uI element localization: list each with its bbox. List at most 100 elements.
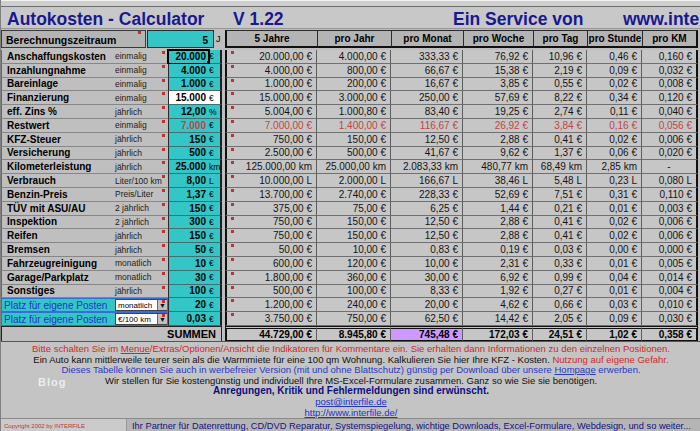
data-cell[interactable]: 0,006 €	[642, 229, 698, 243]
data-cell[interactable]: 1.200,00 €	[225, 298, 317, 312]
data-cell[interactable]: 0,03 €	[533, 243, 587, 257]
data-cell[interactable]: 83,40 €	[391, 105, 463, 119]
data-cell[interactable]: 2,31 €	[463, 257, 533, 271]
data-cell[interactable]: 2,88 €	[463, 216, 533, 230]
data-cell[interactable]: 0,056 €	[642, 119, 698, 133]
data-cell[interactable]: 38,46 L	[463, 174, 533, 188]
data-cell[interactable]: 750,00 €	[225, 133, 317, 147]
summen-cell[interactable]: 172,03 €	[463, 326, 533, 342]
footer-link[interactable]: post@interfile.de	[315, 396, 386, 407]
data-cell[interactable]: 100,00 €	[317, 285, 391, 299]
input-cell[interactable]: 7.000	[168, 119, 209, 133]
data-cell[interactable]: 0,032 €	[642, 64, 698, 78]
column-header-3[interactable]: pro Monat	[391, 30, 463, 48]
input-cell[interactable]: 0,03	[168, 312, 209, 326]
data-cell[interactable]: 13.700,00 €	[225, 188, 317, 202]
data-cell[interactable]: 12,50 €	[391, 229, 463, 243]
data-cell[interactable]: 150,00 €	[317, 133, 391, 147]
frequency-dropdown[interactable]: monatlich▼	[115, 299, 168, 311]
data-cell[interactable]: 75,00 €	[317, 202, 391, 216]
input-cell[interactable]: 10	[168, 257, 209, 271]
data-cell[interactable]: -	[642, 160, 698, 174]
row-label-cell[interactable]: Anschaffungskosteneinmalig	[1, 50, 168, 64]
data-cell[interactable]: 0,19 €	[463, 243, 533, 257]
data-cell[interactable]: 0,000 €	[642, 243, 698, 257]
data-cell[interactable]: 0,004 €	[642, 285, 698, 299]
data-cell[interactable]: 0,040 €	[642, 105, 698, 119]
row-label-cell[interactable]: VerbrauchLiter/100 km	[1, 174, 168, 188]
row-label-cell[interactable]: KFZ-Steuerjährlich	[1, 133, 168, 147]
data-cell[interactable]: 0,23 L	[587, 174, 642, 188]
row-label-cell[interactable]: Platz für eigene Posten€/100 km▼	[1, 312, 168, 326]
data-cell[interactable]: 7,51 €	[533, 188, 587, 202]
data-cell[interactable]: 5.004,00 €	[225, 105, 317, 119]
data-cell[interactable]: 333,33 €	[391, 50, 463, 64]
input-cell[interactable]: 150	[168, 133, 209, 147]
data-cell[interactable]: 0,008 €	[642, 78, 698, 92]
column-header-6[interactable]: pro Stunde	[587, 30, 642, 48]
row-label-cell[interactable]: Restwerteinmalig	[1, 119, 168, 133]
data-cell[interactable]: 228,33 €	[391, 188, 463, 202]
data-cell[interactable]: 25.000,00 km	[317, 160, 391, 174]
data-cell[interactable]: 0,00 €	[587, 243, 642, 257]
row-label-cell[interactable]: Fahrzeugreinigungmonatlich	[1, 257, 168, 271]
data-cell[interactable]: 41,67 €	[391, 147, 463, 161]
data-cell[interactable]: 68,49 km	[533, 160, 587, 174]
data-cell[interactable]: 10,96 €	[533, 50, 587, 64]
data-cell[interactable]: 0,31 €	[587, 188, 642, 202]
data-cell[interactable]: 3.750,00 €	[225, 312, 317, 326]
input-cell[interactable]: 12,00	[168, 105, 209, 119]
data-cell[interactable]: 0,34 €	[587, 91, 642, 105]
data-cell[interactable]: 0,110 €	[642, 188, 698, 202]
row-label-cell[interactable]: TÜV mit ASU/AU2 jährlich	[1, 202, 168, 216]
row-label-cell[interactable]: Platz für eigene Postenmonatlich▼	[1, 298, 168, 312]
data-cell[interactable]: 0,16 €	[587, 119, 642, 133]
data-cell[interactable]: 16,67 €	[391, 78, 463, 92]
data-cell[interactable]: 3,84 €	[533, 119, 587, 133]
data-cell[interactable]: 10.000,00 L	[225, 174, 317, 188]
data-cell[interactable]: 0,02 €	[587, 133, 642, 147]
input-cell[interactable]: 1.000	[168, 78, 209, 92]
data-cell[interactable]: 0,160 €	[642, 50, 698, 64]
data-cell[interactable]: 0,003 €	[642, 202, 698, 216]
summen-cell[interactable]: 24,51 €	[533, 326, 587, 342]
data-cell[interactable]: 4,62 €	[463, 298, 533, 312]
data-cell[interactable]: 2.000,00 L	[317, 174, 391, 188]
data-cell[interactable]: 0,04 €	[587, 271, 642, 285]
data-cell[interactable]: 8,22 €	[533, 91, 587, 105]
data-cell[interactable]: 1,92 €	[463, 285, 533, 299]
data-cell[interactable]: 125.000,00 km	[225, 160, 317, 174]
row-label-cell[interactable]: eff. Zins %jährlich	[1, 105, 168, 119]
data-cell[interactable]: 0,27 €	[533, 285, 587, 299]
frequency-dropdown[interactable]: €/100 km▼	[115, 313, 168, 325]
data-cell[interactable]: 0,030 €	[642, 312, 698, 326]
data-cell[interactable]: 0,120 €	[642, 91, 698, 105]
data-cell[interactable]: 0,005 €	[642, 257, 698, 271]
data-cell[interactable]: 250,00 €	[391, 91, 463, 105]
data-cell[interactable]: 5,48 L	[533, 174, 587, 188]
data-cell[interactable]: 0,02 €	[587, 78, 642, 92]
data-cell[interactable]: 2.500,00 €	[225, 147, 317, 161]
data-cell[interactable]: 116,67 €	[391, 119, 463, 133]
data-cell[interactable]: 6,25 €	[391, 202, 463, 216]
data-cell[interactable]: 0,006 €	[642, 133, 698, 147]
input-cell[interactable]: 25.000	[168, 160, 209, 174]
data-cell[interactable]: 2,05 €	[533, 312, 587, 326]
data-cell[interactable]: 1.000,00 €	[225, 78, 317, 92]
input-cell[interactable]: 15.000	[168, 91, 209, 105]
data-cell[interactable]: 150,00 €	[317, 229, 391, 243]
data-cell[interactable]: 0,010 €	[642, 298, 698, 312]
data-cell[interactable]: 2.083,33 km	[391, 160, 463, 174]
data-cell[interactable]: 0,01 €	[587, 257, 642, 271]
data-cell[interactable]: 12,50 €	[391, 133, 463, 147]
data-cell[interactable]: 30,00 €	[391, 271, 463, 285]
service-url[interactable]: www.interfile.de	[623, 9, 700, 30]
data-cell[interactable]: 52,69 €	[463, 188, 533, 202]
data-cell[interactable]: 166,67 L	[391, 174, 463, 188]
data-cell[interactable]: 750,00 €	[225, 216, 317, 230]
row-label-cell[interactable]: Inspektion2 jährlich	[1, 216, 168, 230]
data-cell[interactable]: 0,83 €	[391, 243, 463, 257]
column-header-4[interactable]: pro Woche	[463, 30, 533, 48]
data-cell[interactable]: 0,99 €	[533, 271, 587, 285]
input-cell[interactable]: 20.000	[168, 50, 209, 64]
